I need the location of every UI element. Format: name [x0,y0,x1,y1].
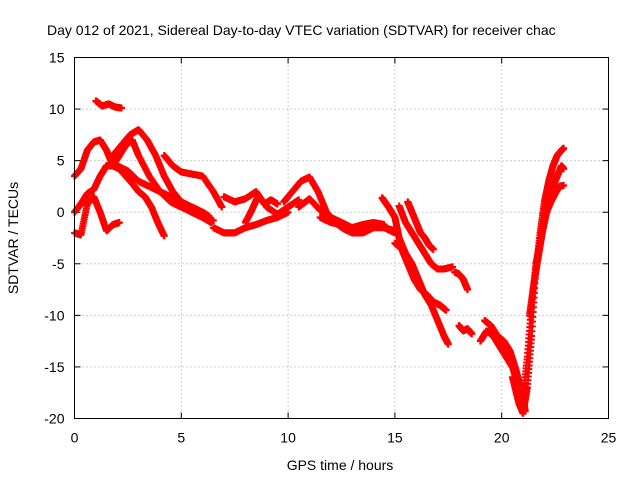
x-axis-title: GPS time / hours [287,457,394,473]
tick-labels: 0 5 10 15 20 25 -20 -15 -10 -5 0 5 10 15 [44,50,616,446]
y-tick-label: 5 [57,153,65,169]
data-point [464,286,472,294]
x-tick-label: 0 [71,430,79,446]
axis-ticks [74,57,609,419]
chart-title: Day 012 of 2021, Sidereal Day-to-day VTE… [47,22,556,38]
y-axis-title: SDTVAR / TECUs [5,182,21,294]
data-point [205,212,213,220]
series-seg-g [160,151,226,211]
series-seg-f [113,162,213,220]
y-tick-label: 15 [49,50,65,66]
plot-frame [74,57,609,419]
series-seg-x [525,181,568,319]
y-tick-label: -5 [52,256,65,272]
data-point [115,219,123,227]
series-seg-o [391,239,450,314]
series-seg-b [71,193,123,239]
data-point [117,104,125,112]
data-point [560,165,568,173]
data-point [449,263,457,271]
series-seg-q [404,198,437,253]
x-tick-label: 5 [177,430,185,446]
x-tick-label: 25 [601,430,617,446]
series-seg-p [395,202,457,273]
series-seg-r [451,268,472,294]
data-point [207,219,215,227]
series-seg-j [241,192,281,227]
x-tick-label: 20 [494,430,510,446]
data-points [71,97,568,417]
y-tick-label: -10 [44,307,64,323]
y-tick-label: 0 [57,204,65,220]
series-seg-h [209,208,292,237]
data-point [560,144,568,152]
data-point [444,340,452,348]
data-point [273,200,281,208]
data-point [295,196,303,204]
data-point [442,306,450,314]
series-seg-d [92,97,125,112]
data-point [560,181,568,189]
y-tick-label: -15 [44,359,64,375]
y-tick-label: 10 [49,101,65,117]
x-tick-label: 10 [280,430,296,446]
y-tick-label: -20 [44,411,64,427]
data-point [218,203,226,211]
data-point [429,245,437,253]
data-point [468,330,476,338]
series-seg-s [455,322,476,338]
series-seg-e [109,126,215,227]
data-point [160,232,168,240]
series-seg-m [316,213,399,237]
grid [74,57,609,419]
x-tick-label: 15 [387,430,403,446]
